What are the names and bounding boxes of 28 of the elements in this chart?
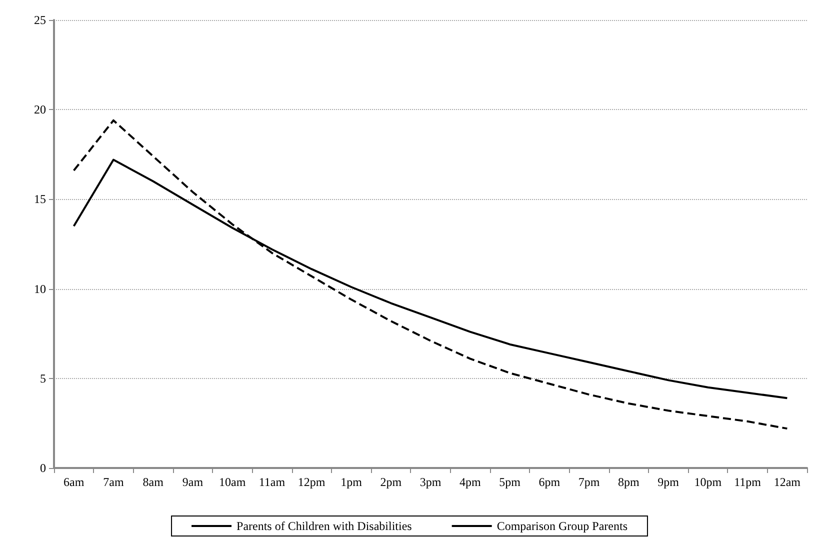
x-tick-label: 11am (258, 475, 286, 489)
x-tick-label: 7am (103, 475, 124, 489)
y-tick-label: 25 (34, 13, 46, 27)
x-tick-label: 6pm (538, 475, 561, 489)
x-tick-label: 9am (182, 475, 204, 489)
x-tick-label: 10pm (694, 475, 722, 489)
x-tick-label: 2pm (380, 475, 402, 489)
legend-label: Parents of Children with Disabilities (236, 519, 412, 533)
line-series (72, 119, 788, 430)
x-tick-label: 5pm (499, 475, 522, 489)
x-tick-label: 1pm (340, 475, 363, 489)
y-tick-label: 10 (34, 282, 46, 296)
x-tick-label: 6am (63, 475, 85, 489)
x-tick-label: 8pm (618, 475, 640, 489)
x-tick-label: 12am (774, 475, 802, 489)
y-tick-label: 15 (34, 192, 46, 206)
x-tick-label: 10am (219, 475, 246, 489)
y-tick-label: 5 (40, 371, 46, 386)
x-tick-label: 8am (142, 475, 164, 489)
y-tick-label: 20 (34, 102, 46, 117)
legend-label: Comparison Group Parents (496, 519, 628, 533)
x-tick-label: 4pm (459, 475, 482, 489)
x-tick-label: 9pm (658, 475, 680, 489)
x-tick-label: 7pm (578, 475, 600, 489)
x-tick-label: 3pm (420, 475, 442, 489)
x-tick-label: 11pm (734, 475, 762, 489)
y-tick-label: 0 (40, 461, 46, 475)
x-tick-label: 12pm (298, 475, 326, 489)
